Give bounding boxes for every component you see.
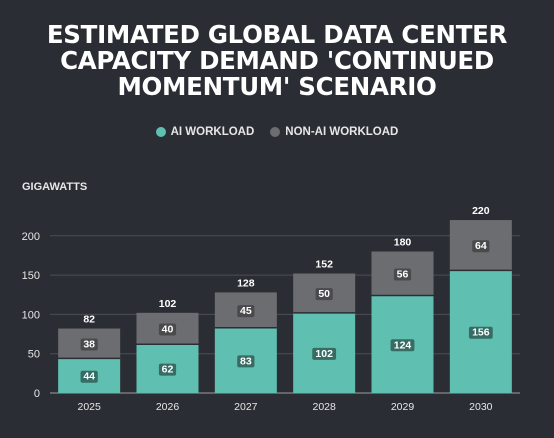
title-line: MOMENTUM' SCENARIO: [117, 72, 437, 101]
data-label-ai-bg: [158, 363, 177, 376]
data-label-non-ai: 50: [318, 288, 330, 300]
legend-item-ai: AI WORKLOAD: [155, 126, 255, 138]
data-label-total: 128: [237, 277, 255, 289]
title-line: ESTIMATED GLOBAL DATA CENTER: [46, 20, 508, 49]
data-label-ai-bg: [390, 339, 415, 352]
y-tick-label: 0: [34, 388, 40, 400]
y-tick-label: 150: [22, 270, 40, 282]
y-tick-label: 100: [22, 309, 40, 321]
data-label-non-ai-bg: [472, 240, 490, 253]
data-label-non-ai-bg: [315, 288, 333, 301]
legend-label-ai: AI WORKLOAD: [170, 126, 255, 138]
legend-label-non-ai: NON-AI WORKLOAD: [285, 126, 399, 138]
y-tick-label: 200: [22, 231, 40, 243]
data-label-non-ai: 38: [83, 338, 95, 350]
data-label-non-ai-bg: [158, 323, 177, 336]
data-label-total: 82: [83, 314, 95, 326]
data-label-non-ai: 64: [475, 240, 487, 252]
data-label-ai: 124: [394, 339, 412, 351]
data-label-non-ai: 40: [162, 324, 174, 336]
data-label-ai-bg: [468, 326, 493, 339]
data-label-ai-bg: [312, 347, 337, 360]
data-label-non-ai-bg: [393, 268, 412, 281]
data-label-ai: 83: [240, 355, 252, 367]
data-label-non-ai: 56: [397, 269, 409, 281]
data-label-ai: 156: [472, 327, 490, 339]
data-label-non-ai-bg: [237, 305, 255, 318]
x-tick-label: 2030: [469, 401, 493, 413]
x-tick-label: 2026: [156, 401, 180, 413]
data-label-total: 152: [315, 259, 333, 271]
data-label-ai: 102: [315, 348, 333, 360]
x-tick-label: 2028: [312, 401, 336, 413]
y-tick-label: 50: [28, 349, 40, 361]
legend-swatch-ai: [155, 127, 166, 137]
data-label-non-ai: 45: [240, 305, 252, 317]
legend: AI WORKLOAD NON-AI WORKLOAD: [0, 126, 554, 138]
x-tick-label: 2029: [391, 401, 415, 413]
data-label-ai-bg: [237, 355, 255, 368]
data-label-ai: 44: [83, 371, 95, 383]
legend-item-non-ai: NON-AI WORKLOAD: [270, 126, 398, 138]
data-label-total: 220: [472, 205, 490, 217]
data-label-ai: 62: [162, 364, 174, 376]
data-label-ai-bg: [80, 370, 98, 383]
x-tick-label: 2025: [77, 401, 101, 413]
data-label-total: 102: [159, 298, 177, 310]
x-tick-label: 2027: [234, 401, 258, 413]
chart-title: ESTIMATED GLOBAL DATA CENTER CAPACITY DE…: [0, 22, 554, 100]
data-label-non-ai-bg: [80, 338, 98, 351]
legend-swatch-non-ai: [270, 127, 281, 137]
data-label-total: 180: [394, 237, 412, 249]
title-line: CAPACITY DEMAND 'CONTINUED: [60, 46, 494, 75]
y-axis-label: GIGAWATTS: [22, 181, 88, 193]
